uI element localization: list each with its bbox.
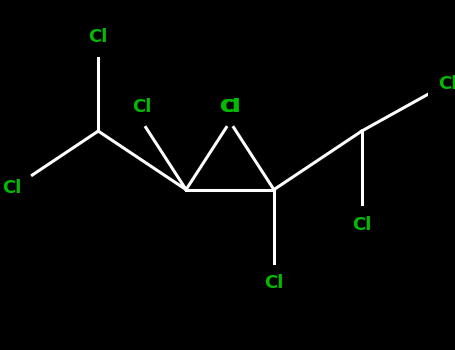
Text: Cl: Cl [2, 179, 21, 197]
Text: Cl: Cl [132, 98, 151, 116]
Text: Cl: Cl [352, 216, 371, 234]
Text: Cl: Cl [221, 98, 240, 116]
Text: Cl: Cl [220, 98, 239, 116]
Text: Cl: Cl [89, 28, 108, 47]
Text: Cl: Cl [439, 75, 455, 93]
Text: Cl: Cl [264, 274, 283, 292]
